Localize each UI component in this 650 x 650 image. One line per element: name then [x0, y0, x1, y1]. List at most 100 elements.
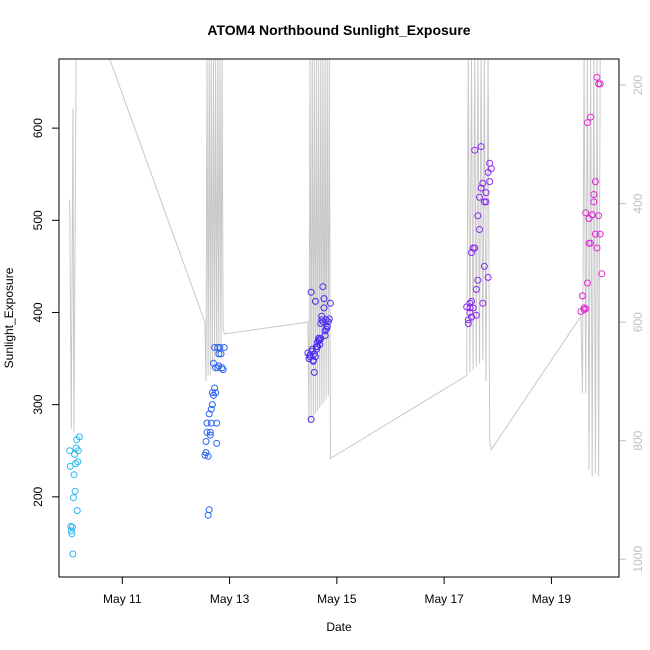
data-point — [479, 299, 487, 307]
data-point — [326, 299, 334, 307]
y-tick-label: 200 — [31, 486, 45, 506]
data-point — [476, 193, 483, 201]
data-point — [471, 146, 479, 154]
series-5 — [577, 73, 606, 315]
data-point — [68, 530, 76, 538]
data-point — [468, 249, 475, 257]
data-point — [66, 462, 74, 470]
data-point — [202, 438, 210, 445]
data-point — [212, 389, 220, 397]
data-point — [321, 332, 329, 339]
data-point — [314, 338, 321, 346]
data-point — [206, 428, 214, 436]
y-axis-label: Sunlight_Exposure — [2, 267, 16, 368]
data-point — [202, 449, 210, 457]
data-point — [482, 189, 490, 197]
y2-tick-label: 1000 — [631, 546, 645, 573]
data-point — [466, 304, 474, 312]
x-tick-label: May 13 — [210, 592, 250, 606]
data-point — [582, 209, 590, 217]
data-point — [486, 178, 494, 186]
data-point — [590, 198, 598, 206]
data-point — [469, 304, 477, 312]
x-tick-label: May 19 — [532, 592, 572, 606]
x-axis: May 11 May 13 May 15 May 17 May 19 — [103, 576, 572, 606]
data-point — [474, 212, 482, 220]
data-point — [310, 368, 318, 376]
data-point — [598, 270, 606, 278]
data-point — [75, 433, 83, 441]
data-point — [315, 334, 323, 342]
data-point — [472, 285, 480, 293]
data-point — [468, 313, 475, 321]
data-point — [484, 273, 492, 281]
series-3 — [304, 283, 334, 423]
data-point — [205, 506, 213, 514]
data-point — [211, 344, 219, 351]
data-point — [477, 143, 485, 151]
plot-box — [58, 58, 620, 578]
data-point — [212, 364, 220, 372]
secondary-series-line — [69, 59, 601, 477]
data-point — [323, 323, 331, 331]
data-point — [317, 320, 325, 327]
x-tick-label: May 17 — [424, 592, 464, 606]
data-point — [316, 336, 324, 344]
data-point — [215, 350, 223, 358]
data-point — [320, 295, 328, 303]
data-point — [320, 304, 328, 312]
data-point — [466, 309, 474, 316]
data-point — [307, 288, 315, 296]
points-layer — [66, 73, 606, 558]
series-1 — [66, 433, 83, 558]
data-point — [583, 279, 591, 287]
data-point — [593, 73, 601, 81]
x-axis-label: Date — [326, 620, 352, 634]
data-point — [203, 428, 211, 436]
data-point — [71, 450, 79, 458]
data-point — [213, 419, 221, 427]
data-point — [579, 292, 586, 300]
data-point — [71, 487, 79, 495]
data-point — [479, 179, 487, 187]
data-point — [472, 311, 480, 319]
chart-title: ATOM4 Northbound Sunlight_Exposure — [207, 22, 470, 38]
y-tick-label: 500 — [31, 210, 45, 230]
data-point — [477, 184, 485, 192]
data-point — [217, 350, 225, 358]
data-point — [72, 460, 80, 468]
data-point — [309, 357, 317, 365]
data-point — [68, 523, 76, 531]
data-point — [596, 80, 604, 88]
data-point — [214, 344, 222, 351]
data-point — [205, 410, 213, 418]
data-point — [208, 401, 216, 409]
data-point — [325, 315, 333, 323]
y2-tick-label: 200 — [631, 75, 645, 95]
y2-tick-label: 400 — [631, 193, 645, 213]
secondary-line-layer — [69, 59, 601, 477]
data-point — [319, 283, 327, 291]
data-point — [596, 230, 604, 238]
data-point — [321, 327, 329, 335]
data-point — [204, 452, 212, 460]
y-tick-label: 300 — [31, 394, 45, 414]
x-tick-label: May 11 — [103, 592, 142, 606]
data-point — [487, 165, 495, 173]
x-tick-label: May 15 — [317, 592, 357, 606]
data-point — [476, 226, 483, 233]
y-tick-label: 400 — [31, 302, 45, 322]
data-point — [310, 350, 318, 358]
data-point — [466, 299, 474, 307]
data-point — [219, 366, 227, 374]
data-point — [203, 419, 211, 427]
data-point — [593, 244, 601, 252]
data-point — [580, 304, 588, 312]
data-point — [595, 212, 603, 220]
data-point — [588, 211, 596, 219]
data-point — [322, 316, 330, 324]
data-point — [590, 191, 598, 198]
y2-tick-label: 600 — [631, 312, 645, 332]
data-point — [468, 297, 475, 305]
